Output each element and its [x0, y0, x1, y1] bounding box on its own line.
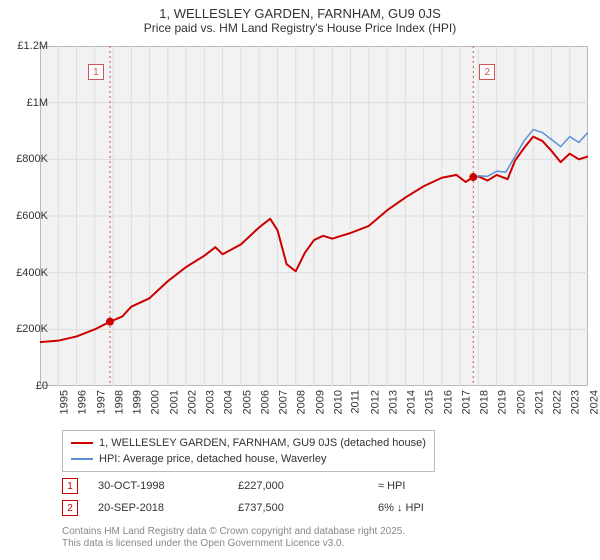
x-tick-label: 2007 — [278, 390, 290, 414]
y-tick-label: £400K — [8, 267, 48, 279]
plot-svg — [40, 46, 588, 386]
y-tick-label: £0 — [8, 380, 48, 392]
x-tick-label: 1995 — [58, 390, 70, 414]
x-tick-label: 2000 — [150, 390, 162, 414]
x-tick-label: 2018 — [479, 390, 491, 414]
x-tick-label: 2020 — [515, 390, 527, 414]
x-tick-label: 2016 — [442, 390, 454, 414]
legend-swatch — [71, 442, 93, 444]
y-tick-label: £800K — [8, 153, 48, 165]
event-row: 2 20-SEP-2018 £737,500 6% ↓ HPI — [62, 500, 518, 516]
x-tick-label: 2005 — [241, 390, 253, 414]
x-tick-label: 2006 — [259, 390, 271, 414]
x-tick-label: 2004 — [223, 390, 235, 414]
legend-item: 1, WELLESLEY GARDEN, FARNHAM, GU9 0JS (d… — [71, 435, 426, 451]
x-tick-label: 2002 — [186, 390, 198, 414]
x-tick-label: 2024 — [588, 390, 600, 414]
chart-title: 1, WELLESLEY GARDEN, FARNHAM, GU9 0JS — [0, 0, 600, 21]
y-tick-label: £200K — [8, 323, 48, 335]
x-tick-label: 2013 — [387, 390, 399, 414]
event-date: 30-OCT-1998 — [98, 480, 238, 492]
event-marker-on-plot: 1 — [88, 64, 104, 80]
x-tick-label: 2019 — [497, 390, 509, 414]
x-tick-label: 2022 — [552, 390, 564, 414]
event-price: £737,500 — [238, 502, 378, 514]
event-number: 2 — [67, 503, 73, 514]
legend-item: HPI: Average price, detached house, Wave… — [71, 451, 426, 467]
chart-area: 12 — [40, 46, 588, 386]
event-relation: ≈ HPI — [378, 480, 518, 492]
x-tick-label: 2003 — [205, 390, 217, 414]
event-row: 1 30-OCT-1998 £227,000 ≈ HPI — [62, 478, 518, 494]
footer-line-1: Contains HM Land Registry data © Crown c… — [62, 526, 405, 538]
x-tick-label: 2023 — [570, 390, 582, 414]
x-tick-label: 2010 — [332, 390, 344, 414]
legend-label: HPI: Average price, detached house, Wave… — [99, 451, 326, 467]
footer-line-2: This data is licensed under the Open Gov… — [62, 538, 344, 550]
legend-swatch — [71, 458, 93, 460]
x-tick-label: 1996 — [77, 390, 89, 414]
legend-label: 1, WELLESLEY GARDEN, FARNHAM, GU9 0JS (d… — [99, 435, 426, 451]
container: 1, WELLESLEY GARDEN, FARNHAM, GU9 0JS Pr… — [0, 0, 600, 560]
event-price: £227,000 — [238, 480, 378, 492]
y-tick-label: £600K — [8, 210, 48, 222]
x-tick-label: 1999 — [132, 390, 144, 414]
x-tick-label: 2009 — [314, 390, 326, 414]
x-tick-label: 2001 — [168, 390, 180, 414]
x-tick-label: 1997 — [95, 390, 107, 414]
legend: 1, WELLESLEY GARDEN, FARNHAM, GU9 0JS (d… — [62, 430, 435, 472]
event-marker-box: 1 — [62, 478, 78, 494]
x-tick-label: 2017 — [460, 390, 472, 414]
y-tick-label: £1M — [8, 97, 48, 109]
x-tick-label: 2008 — [296, 390, 308, 414]
x-tick-label: 2015 — [424, 390, 436, 414]
x-tick-label: 2012 — [369, 390, 381, 414]
chart-subtitle: Price paid vs. HM Land Registry's House … — [0, 21, 600, 39]
event-marker-box: 2 — [62, 500, 78, 516]
y-tick-label: £1.2M — [8, 40, 48, 52]
x-tick-label: 2021 — [533, 390, 545, 414]
event-number: 1 — [67, 481, 73, 492]
x-tick-label: 2011 — [350, 390, 362, 414]
x-tick-label: 1998 — [113, 390, 125, 414]
event-marker-on-plot: 2 — [479, 64, 495, 80]
event-date: 20-SEP-2018 — [98, 502, 238, 514]
x-tick-label: 2014 — [406, 390, 418, 414]
event-relation: 6% ↓ HPI — [378, 502, 518, 514]
